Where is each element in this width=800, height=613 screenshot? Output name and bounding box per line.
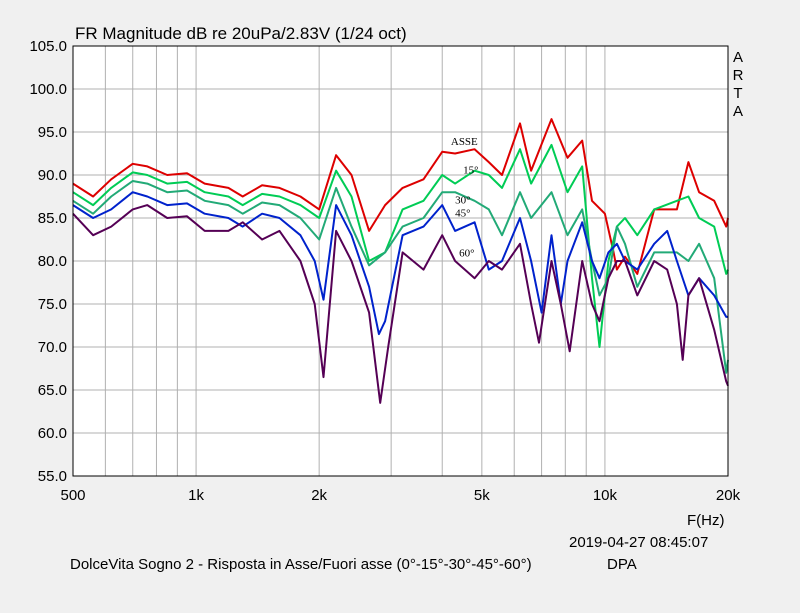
y-tick-label: 75.0 bbox=[38, 296, 67, 313]
y-tick-label: 100.0 bbox=[29, 81, 67, 98]
chart-title: FR Magnitude dB re 20uPa/2.83V (1/24 oct… bbox=[75, 24, 407, 43]
y-tick-label: 95.0 bbox=[38, 124, 67, 141]
y-tick-label: 60.0 bbox=[38, 425, 67, 442]
y-tick-label: 65.0 bbox=[38, 382, 67, 399]
x-tick-label: 20k bbox=[716, 487, 741, 504]
series-line-1 bbox=[72, 143, 729, 348]
x-axis-ticks: 500 1k 2k 5k 10k 20k bbox=[60, 487, 740, 504]
caption: DolceVita Sogno 2 - Risposta in Asse/Fuo… bbox=[70, 556, 532, 573]
timestamp: 2019-04-27 08:45:07 bbox=[569, 534, 708, 551]
side-letter: R bbox=[733, 67, 744, 84]
y-tick-label: 105.0 bbox=[29, 38, 67, 55]
series-annotations: ASSE 15° 30°45° 60° bbox=[451, 136, 479, 260]
side-letter: A bbox=[733, 103, 743, 120]
series-line-3 bbox=[72, 191, 728, 336]
x-tick-label: 2k bbox=[311, 487, 327, 504]
series-annotation: 45° bbox=[455, 207, 470, 219]
series-line-0 bbox=[72, 118, 729, 275]
series-annotation: 30° bbox=[455, 194, 470, 206]
y-tick-label: 85.0 bbox=[38, 210, 67, 227]
y-tick-label: 55.0 bbox=[38, 468, 67, 485]
series-line-2 bbox=[72, 180, 729, 374]
series-annotation: ASSE bbox=[451, 136, 478, 148]
x-axis-label: F(Hz) bbox=[687, 512, 725, 529]
series-group bbox=[72, 118, 729, 404]
plot-frame bbox=[72, 45, 729, 477]
y-tick-label: 80.0 bbox=[38, 253, 67, 270]
series-line-4 bbox=[72, 204, 729, 404]
side-letter: T bbox=[733, 85, 742, 102]
series-annotation: 15° bbox=[463, 164, 478, 176]
company-label: DPA bbox=[607, 556, 637, 573]
x-tick-label: 10k bbox=[593, 487, 618, 504]
x-tick-label: 1k bbox=[188, 487, 204, 504]
y-tick-label: 70.0 bbox=[38, 339, 67, 356]
x-tick-label: 5k bbox=[474, 487, 490, 504]
y-axis-ticks: 105.0 100.0 95.0 90.0 85.0 80.0 75.0 70.0 65.0 60… bbox=[29, 38, 67, 485]
series-annotation: 60° bbox=[459, 248, 474, 260]
y-tick-label: 90.0 bbox=[38, 167, 67, 184]
side-letter: A bbox=[733, 49, 743, 66]
x-tick-label: 500 bbox=[60, 487, 85, 504]
